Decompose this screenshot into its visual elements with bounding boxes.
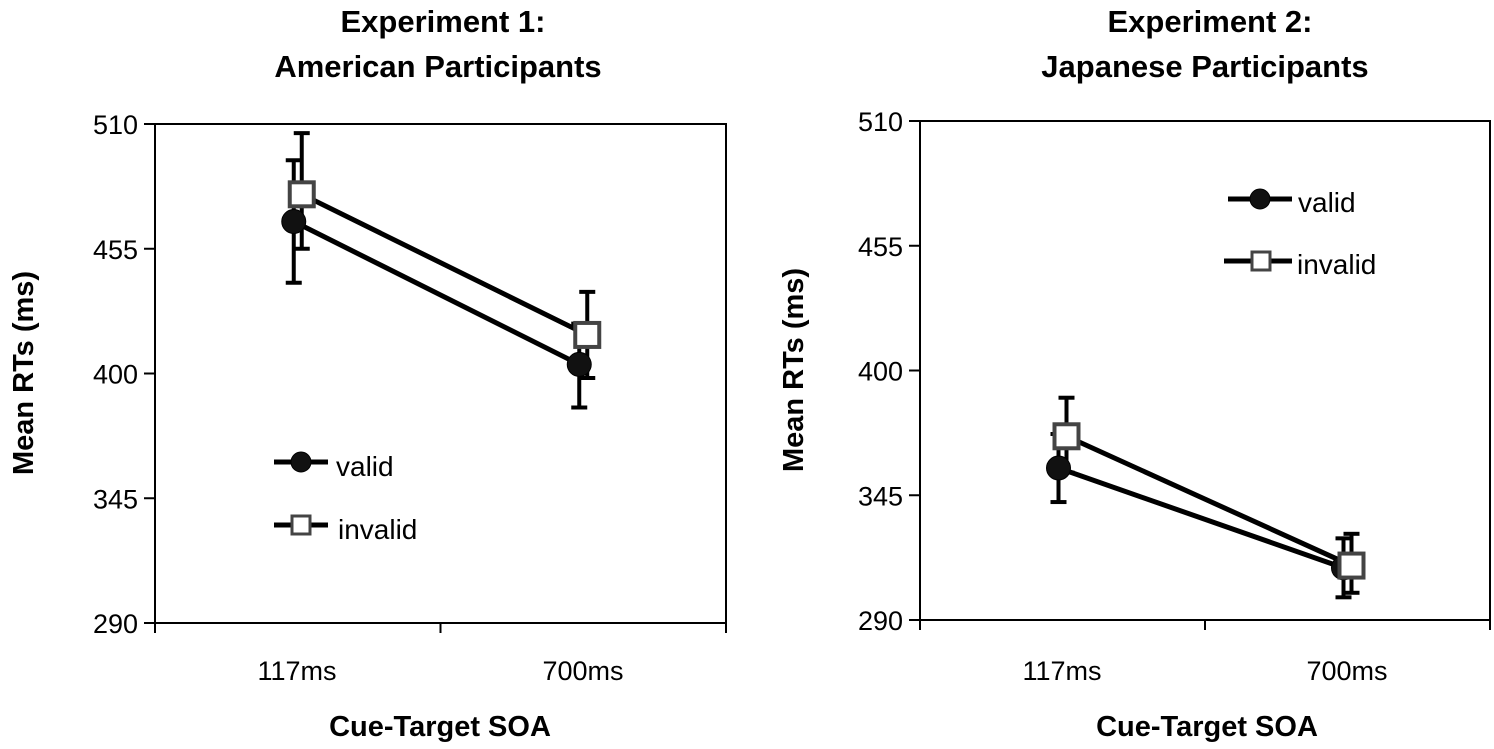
legend-circle-marker bbox=[1249, 188, 1271, 210]
data-point-valid bbox=[281, 209, 307, 235]
legend-item-valid: valid bbox=[1228, 187, 1356, 218]
y-tick-label: 345 bbox=[93, 484, 138, 514]
series-line-valid bbox=[292, 219, 581, 367]
legend-label: valid bbox=[336, 451, 394, 482]
series-line-invalid bbox=[1065, 434, 1353, 568]
legend-square-marker bbox=[1250, 250, 1272, 272]
y-tick-label: 510 bbox=[858, 107, 903, 137]
x-axis-label: Cue-Target SOA bbox=[329, 711, 551, 743]
y-axis: 510 455 400 345 290 Mean RTs (ms) bbox=[8, 110, 155, 639]
legend-label: valid bbox=[1298, 187, 1356, 218]
y-tick-label: 290 bbox=[858, 606, 903, 636]
legend: valid invalid bbox=[274, 451, 417, 545]
plot-area-border bbox=[154, 123, 727, 624]
x-axis: 117ms 700ms Cue-Target SOA bbox=[154, 623, 727, 743]
y-tick-label: 455 bbox=[858, 232, 903, 262]
x-axis: 117ms 700ms Cue-Target SOA bbox=[919, 620, 1491, 743]
data-point-invalid bbox=[287, 180, 316, 209]
chart-subtitle: Japanese Participants bbox=[1041, 49, 1368, 84]
data-point-invalid bbox=[573, 320, 602, 349]
y-tick-label: 345 bbox=[858, 481, 903, 511]
legend-label: invalid bbox=[1297, 249, 1376, 280]
legend-circle-marker bbox=[290, 451, 312, 473]
x-tick-label: 117ms bbox=[1022, 656, 1101, 686]
legend-square-marker bbox=[290, 514, 312, 536]
series-line-valid bbox=[1057, 465, 1345, 571]
x-tick-label: 700ms bbox=[1306, 656, 1387, 686]
legend-label: invalid bbox=[338, 514, 417, 545]
chart-panel-experiment-2: Experiment 2: Japanese Participants 510 … bbox=[778, 4, 1491, 743]
legend: valid invalid bbox=[1224, 187, 1376, 280]
y-tick-label: 290 bbox=[93, 609, 138, 639]
legend-item-invalid: invalid bbox=[1224, 249, 1376, 280]
x-axis-label: Cue-Target SOA bbox=[1096, 711, 1318, 743]
chart-title: Experiment 2: bbox=[1107, 4, 1312, 39]
y-axis-label: Mean RTs (ms) bbox=[8, 271, 40, 475]
legend-item-valid: valid bbox=[274, 451, 394, 482]
y-tick-label: 400 bbox=[858, 357, 903, 387]
data-marks bbox=[281, 131, 602, 410]
chart-panel-experiment-1: Experiment 1: American Participants 510 … bbox=[8, 4, 727, 743]
data-point-valid bbox=[1046, 455, 1071, 481]
y-tick-label: 455 bbox=[93, 235, 138, 265]
data-point-invalid bbox=[1337, 551, 1366, 580]
chart-subtitle: American Participants bbox=[274, 49, 601, 84]
y-axis-label: Mean RTs (ms) bbox=[778, 268, 810, 472]
series-line-invalid bbox=[300, 192, 589, 338]
data-point-valid bbox=[566, 351, 592, 377]
y-tick-label: 510 bbox=[93, 110, 138, 140]
x-tick-label: 700ms bbox=[542, 656, 623, 686]
plot-area-border bbox=[919, 120, 1491, 621]
data-marks bbox=[1046, 395, 1366, 600]
legend-item-invalid: invalid bbox=[274, 514, 417, 545]
x-tick-label: 117ms bbox=[257, 656, 336, 686]
chart-title: Experiment 1: bbox=[340, 4, 545, 39]
y-tick-label: 400 bbox=[93, 360, 138, 390]
data-point-invalid bbox=[1052, 422, 1081, 451]
y-axis: 510 455 400 345 290 Mean RTs (ms) bbox=[778, 107, 920, 636]
